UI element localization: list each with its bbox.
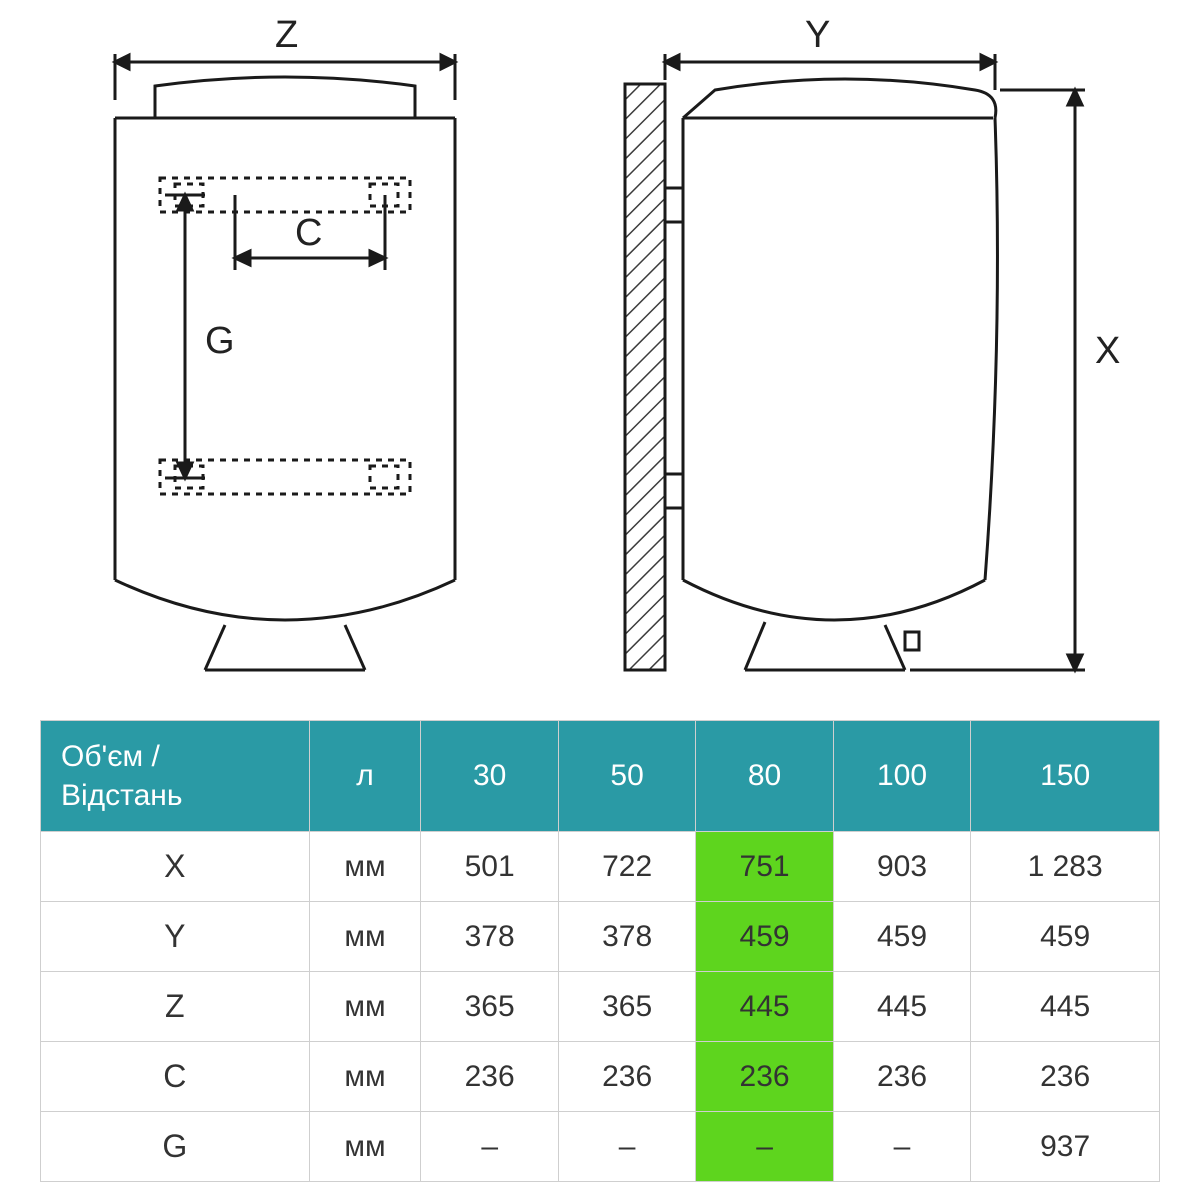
cell: – — [558, 1112, 695, 1182]
row-unit: мм — [309, 972, 421, 1042]
cell: 365 — [558, 972, 695, 1042]
header-unit: л — [309, 721, 421, 832]
cell: 236 — [971, 1042, 1160, 1112]
dimensions-table: Об'єм /Відстаньл305080100150 Xмм50172275… — [40, 720, 1160, 1182]
row-unit: мм — [309, 902, 421, 972]
table-row: Zмм365365445445445 — [41, 972, 1160, 1042]
header-col-100: 100 — [833, 721, 970, 832]
label-z: Z — [275, 14, 298, 57]
label-x: X — [1095, 330, 1120, 373]
row-unit: мм — [309, 832, 421, 902]
cell: 751 — [696, 832, 833, 902]
header-col-80: 80 — [696, 721, 833, 832]
cell: 445 — [833, 972, 970, 1042]
cell: 937 — [971, 1112, 1160, 1182]
header-volume-distance: Об'єм /Відстань — [41, 721, 310, 832]
diagram-area: Z — [40, 20, 1160, 680]
cell: 236 — [833, 1042, 970, 1112]
table-header: Об'єм /Відстаньл305080100150 — [41, 721, 1160, 832]
cell: 378 — [421, 902, 558, 972]
cell: – — [421, 1112, 558, 1182]
header-col-150: 150 — [971, 721, 1160, 832]
side-view: Y X — [585, 20, 1145, 680]
label-y: Y — [805, 14, 830, 57]
label-g: G — [205, 320, 235, 363]
row-name-Y: Y — [41, 902, 310, 972]
table-row: Cмм236236236236236 — [41, 1042, 1160, 1112]
row-name-C: C — [41, 1042, 310, 1112]
cell: 445 — [696, 972, 833, 1042]
cell: 365 — [421, 972, 558, 1042]
table-body: Xмм5017227519031 283Yмм378378459459459Zм… — [41, 832, 1160, 1182]
cell: 1 283 — [971, 832, 1160, 902]
cell: 459 — [971, 902, 1160, 972]
cell: 236 — [696, 1042, 833, 1112]
table-row: Gмм––––937 — [41, 1112, 1160, 1182]
cell: 459 — [696, 902, 833, 972]
front-view: Z — [55, 20, 515, 680]
cell: 722 — [558, 832, 695, 902]
table-row: Xмм5017227519031 283 — [41, 832, 1160, 902]
cell: 236 — [558, 1042, 695, 1112]
front-view-svg — [55, 20, 515, 680]
cell: 501 — [421, 832, 558, 902]
table-row: Yмм378378459459459 — [41, 902, 1160, 972]
cell: 459 — [833, 902, 970, 972]
row-name-X: X — [41, 832, 310, 902]
cell: 236 — [421, 1042, 558, 1112]
header-col-30: 30 — [421, 721, 558, 832]
side-view-svg — [585, 20, 1145, 680]
cell: – — [833, 1112, 970, 1182]
cell: 445 — [971, 972, 1160, 1042]
row-unit: мм — [309, 1112, 421, 1182]
label-c: C — [295, 212, 322, 255]
cell: 378 — [558, 902, 695, 972]
row-name-Z: Z — [41, 972, 310, 1042]
header-col-50: 50 — [558, 721, 695, 832]
row-name-G: G — [41, 1112, 310, 1182]
row-unit: мм — [309, 1042, 421, 1112]
cell: – — [696, 1112, 833, 1182]
cell: 903 — [833, 832, 970, 902]
